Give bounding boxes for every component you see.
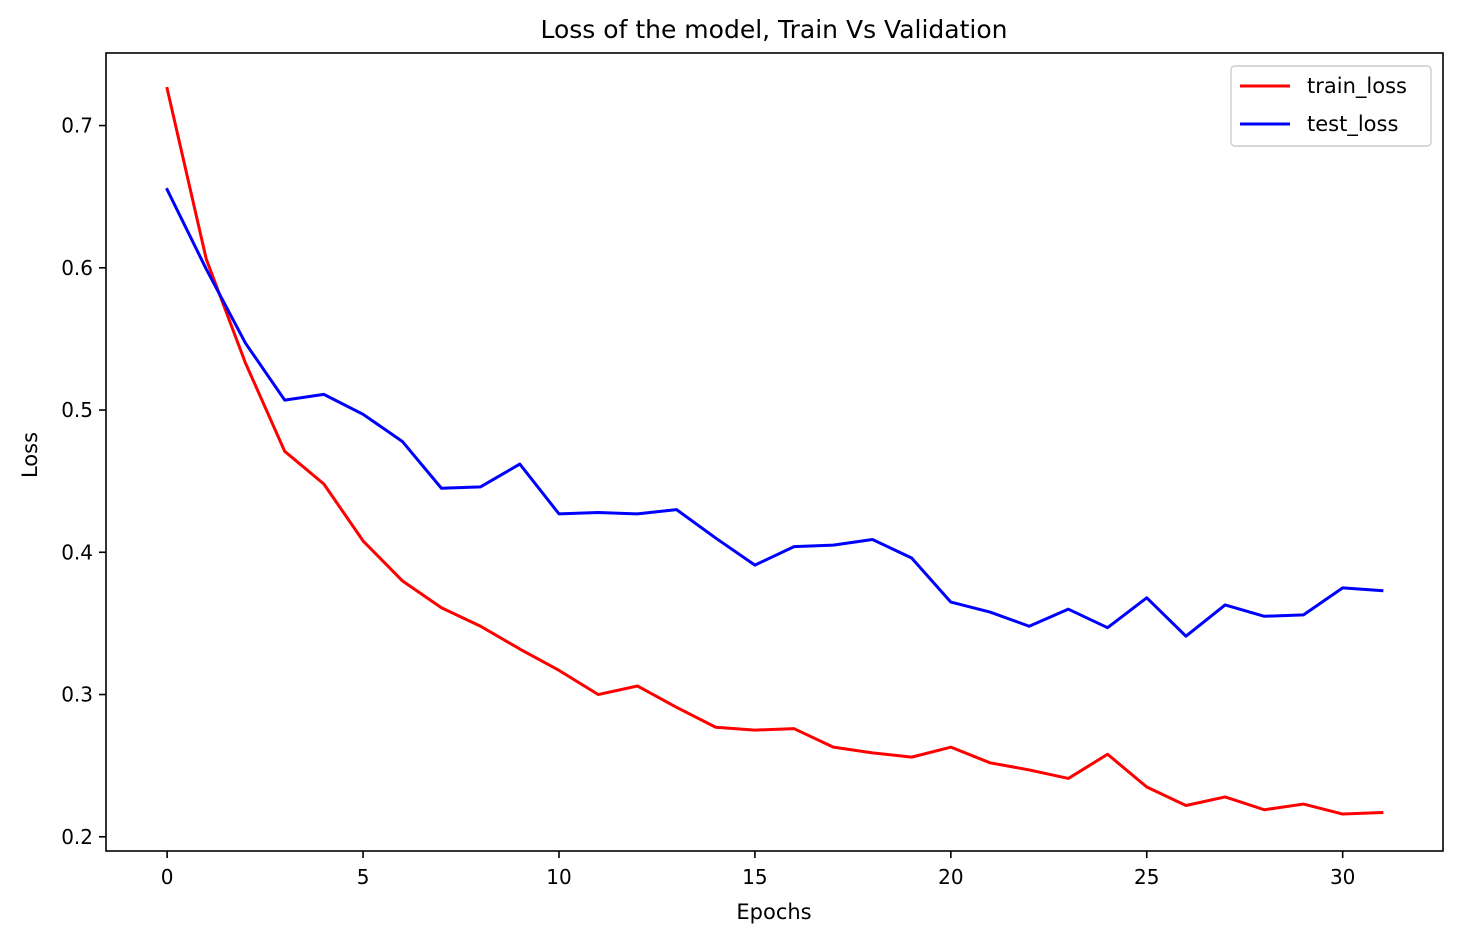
series-line-train-loss (165, 86, 1384, 816)
y-tick-label: 0.2 (61, 825, 93, 849)
x-tick-label: 25 (1134, 865, 1159, 889)
y-tick-label: 0.7 (61, 114, 93, 138)
x-axis-label: Epochs (736, 900, 811, 924)
x-tick-label: 0 (161, 865, 174, 889)
axis-ticks: 0 5 10 15 20 25 30 0.2 0.3 0.4 0.5 0.6 0.7 (61, 114, 1355, 889)
y-tick-label: 0.5 (61, 398, 93, 422)
x-tick-label: 30 (1330, 865, 1355, 889)
y-axis-label: Loss (18, 432, 42, 478)
x-tick-label: 20 (938, 865, 963, 889)
legend-label-train-loss: train_loss (1307, 74, 1407, 99)
series-line-test-loss (165, 187, 1384, 638)
legend-label-test-loss: test_loss (1307, 112, 1398, 137)
y-tick-label: 0.6 (61, 256, 93, 280)
chart-marks (165, 86, 1384, 816)
chart-title: Loss of the model, Train Vs Validation (541, 15, 1008, 44)
y-tick-label: 0.3 (61, 683, 93, 707)
x-tick-label: 10 (546, 865, 571, 889)
x-tick-label: 5 (357, 865, 370, 889)
x-tick-label: 15 (742, 865, 767, 889)
legend: train_loss test_loss (1230, 65, 1432, 147)
y-tick-label: 0.4 (61, 540, 93, 564)
plot-frame (105, 52, 1444, 852)
